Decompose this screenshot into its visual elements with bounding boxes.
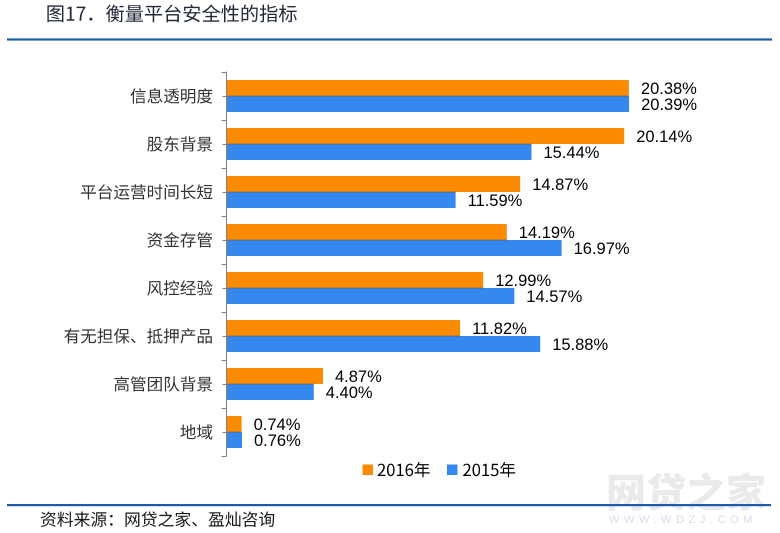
svg-text:20.39%: 20.39% [641, 96, 697, 114]
svg-text:14.19%: 14.19% [519, 224, 575, 242]
svg-text:20.38%: 20.38% [641, 80, 697, 98]
svg-text:16.97%: 16.97% [574, 240, 630, 258]
svg-text:WWW.WDZJ.COM: WWW.WDZJ.COM [609, 514, 757, 526]
svg-text:14.57%: 14.57% [526, 288, 582, 306]
svg-text:11.82%: 11.82% [472, 320, 527, 338]
svg-text:15.88%: 15.88% [552, 336, 608, 354]
svg-text:12.99%: 12.99% [495, 272, 551, 290]
svg-text:14.87%: 14.87% [532, 176, 588, 194]
svg-text:11.59%: 11.59% [468, 192, 523, 210]
svg-text:4.40%: 4.40% [326, 384, 373, 402]
svg-text:4.87%: 4.87% [335, 368, 382, 386]
svg-text:0.76%: 0.76% [254, 432, 301, 450]
svg-text:0.74%: 0.74% [254, 416, 301, 434]
svg-text:15.44%: 15.44% [544, 144, 600, 162]
svg-text:20.14%: 20.14% [636, 128, 692, 146]
